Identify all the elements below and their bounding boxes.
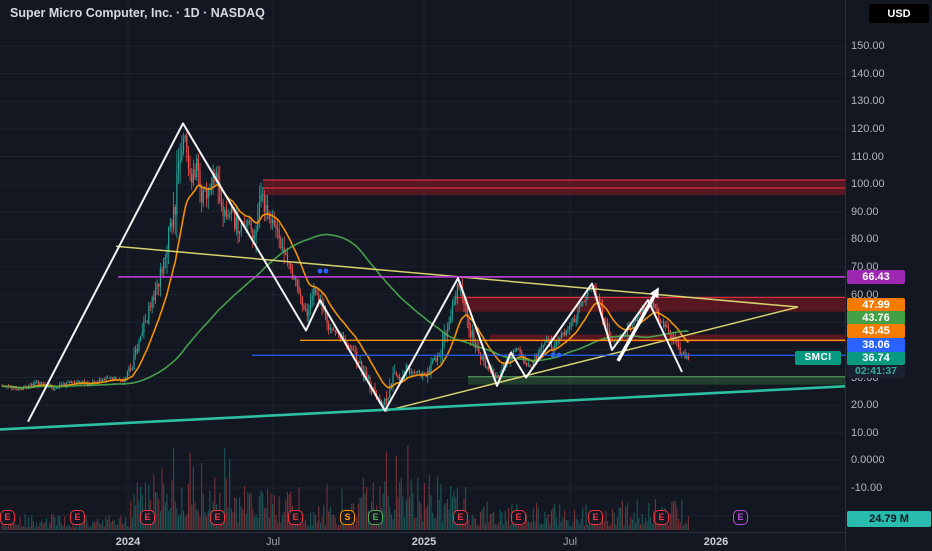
price-level-badge: 66.43 [847,270,905,284]
price-axis-label: 140.00 [851,67,885,80]
volume-badge: 24.79 M [847,511,931,527]
event-badge-e[interactable]: E [453,510,468,525]
symbol-legend[interactable]: Super Micro Computer, Inc. · 1D · NASDAQ [10,6,265,20]
drawing-anchors[interactable] [317,268,562,358]
time-axis-label: 2026 [703,536,729,548]
ticker-label: SMCI [795,351,841,365]
price-level-badge: 43.76 [847,311,905,325]
event-badge-e[interactable]: E [210,510,225,525]
price-level-badge: 47.99 [847,298,905,312]
price-axis-label: 110.00 [851,150,884,163]
price-axis-label: 80.00 [851,233,879,246]
time-axis-label: 2024 [115,536,141,548]
time-axis-label: Jul [265,536,281,548]
price-axis-label: 150.00 [851,40,885,52]
event-badge-s[interactable]: S [340,510,355,525]
price-axis[interactable]: 36.74 02:41:37 24.79 M 150.00 140.00 130.0… [845,0,932,550]
price-axis-label: 20.00 [851,399,879,412]
price-axis-label: -10.00 [851,482,883,494]
price-level-badge: 38.06 [847,337,905,352]
event-badge-e[interactable]: E [0,510,15,525]
candlestick-series [1,132,689,410]
price-axis-label: 100.00 [851,178,885,191]
price-axis-label: 60.00 [851,288,879,301]
price-level-badge: 43.45 [847,324,905,338]
currency-toggle-button[interactable]: USD [869,4,929,23]
horizontal-levels[interactable] [118,275,845,356]
event-badge-e[interactable]: E [654,510,669,525]
event-badge-e[interactable]: E [70,510,85,525]
zigzag-pattern[interactable] [27,122,683,423]
event-badge-e[interactable]: E [733,510,748,525]
time-axis-label: 2025 [411,536,437,548]
symbol-title: Super Micro Computer, Inc. · 1D · NASDAQ [10,6,265,20]
grid-lines [0,0,845,530]
time-axis[interactable]: 2024 Jul 2025 Jul 2026 [0,532,845,551]
moving-averages [1,184,690,389]
last-price-badge: 36.74 [847,351,905,365]
price-axis-label: 10.00 [851,426,879,439]
price-axis-label: 130.00 [851,95,885,108]
event-badge-e[interactable]: E [140,510,155,525]
price-axis-label: 120.00 [851,122,885,135]
up-arrow[interactable] [616,287,659,362]
event-badge-e[interactable]: E [368,510,383,525]
event-badge-e[interactable]: E [288,510,303,525]
event-badge-e[interactable]: E [511,510,526,525]
price-axis-label: 90.00 [851,205,879,218]
time-axis-label: Jul [562,536,578,548]
event-badge-e[interactable]: E [588,510,603,525]
price-axis-label: 0.0000 [851,454,885,467]
bar-countdown: 02:41:37 [847,365,905,378]
